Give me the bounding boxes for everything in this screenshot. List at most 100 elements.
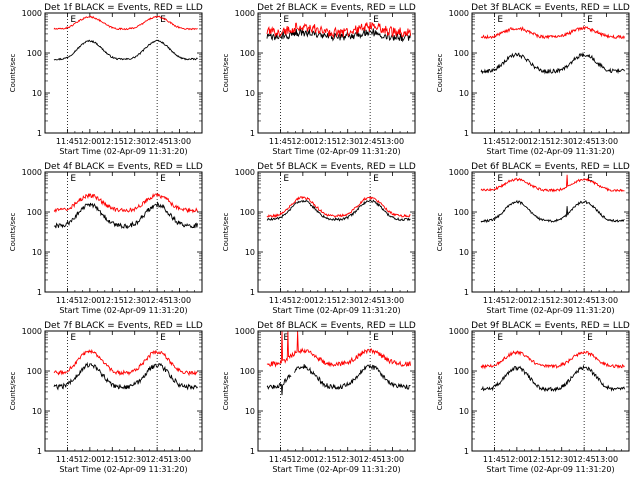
y-axis-label: Counts/sec — [436, 213, 444, 252]
x-tick-label: 12:15 — [528, 455, 551, 464]
series-events — [266, 364, 411, 396]
y-tick-label: 1 — [250, 129, 255, 138]
y-tick-label: 100 — [454, 208, 469, 217]
series-lld — [480, 350, 625, 370]
x-tick-label: 11:45 — [269, 137, 292, 146]
panel-det-5: Det 5f BLACK = Events, RED = LLD Counts/s… — [222, 162, 416, 315]
x-axis-label: Start Time (02-Apr-09 11:31:20) — [59, 306, 187, 315]
y-tick-label: 100 — [27, 367, 42, 376]
y-tick-label: 100 — [240, 208, 255, 217]
panel-det-2: Det 2f BLACK = Events, RED = LLD Counts/s… — [222, 3, 416, 156]
panel-det-4: Det 4f BLACK = Events, RED = LLD Counts/s… — [9, 162, 203, 315]
event-marker-label: E — [160, 174, 166, 184]
y-tick-label: 1000 — [235, 168, 255, 177]
y-tick-label: 1 — [37, 129, 42, 138]
series-lld — [480, 174, 625, 193]
panel-det-7: Det 7f BLACK = Events, RED = LLD Counts/s… — [9, 321, 203, 474]
y-tick-label: 10 — [245, 407, 255, 416]
x-tick-label: 12:00 — [291, 455, 314, 464]
y-tick-label: 1 — [464, 447, 469, 456]
panel-det-9: Det 9f BLACK = Events, RED = LLD Counts/s… — [436, 321, 630, 474]
x-tick-label: 12:15 — [101, 296, 124, 305]
plot-frame — [471, 171, 630, 293]
y-tick-label: 1 — [37, 288, 42, 297]
x-tick-label: 12:15 — [314, 137, 337, 146]
x-tick-label: 12:30 — [123, 296, 146, 305]
y-tick-label: 100 — [240, 367, 255, 376]
x-tick-label: 12:15 — [528, 296, 551, 305]
x-tick-label: 11:45 — [56, 296, 79, 305]
x-tick-label: 12:15 — [528, 137, 551, 146]
event-marker-label: E — [497, 15, 503, 25]
x-tick-label: 13:00 — [168, 455, 191, 464]
y-tick-label: 1000 — [22, 9, 42, 18]
y-tick-label: 10 — [459, 89, 469, 98]
series-events — [480, 199, 625, 224]
panel-title: Det 4f BLACK = Events, RED = LLD — [44, 162, 203, 172]
x-axis-label: Start Time (02-Apr-09 11:31:20) — [486, 306, 614, 315]
panel-title: Det 9f BLACK = Events, RED = LLD — [471, 321, 630, 331]
series-lld — [266, 196, 411, 218]
x-tick-label: 12:45 — [359, 137, 382, 146]
plot-frame — [257, 171, 416, 293]
event-marker-label: E — [497, 333, 503, 343]
y-tick-label: 1 — [250, 288, 255, 297]
panel-title: Det 7f BLACK = Events, RED = LLD — [44, 321, 203, 331]
series-events — [480, 52, 625, 75]
x-tick-label: 13:00 — [168, 137, 191, 146]
y-tick-label: 10 — [32, 89, 42, 98]
y-axis-label: Counts/sec — [436, 54, 444, 93]
series-events — [53, 201, 198, 230]
event-marker-label: E — [283, 174, 289, 184]
x-tick-label: 12:15 — [101, 137, 124, 146]
x-tick-label: 12:15 — [314, 296, 337, 305]
x-axis-label: Start Time (02-Apr-09 11:31:20) — [272, 465, 400, 474]
plot-frame — [471, 330, 630, 452]
panel-title: Det 8f BLACK = Events, RED = LLD — [257, 321, 416, 331]
x-tick-label: 13:00 — [595, 137, 618, 146]
event-marker-label: E — [160, 333, 166, 343]
plot-frame — [257, 12, 416, 134]
x-tick-label: 13:00 — [595, 296, 618, 305]
y-tick-label: 1000 — [22, 168, 42, 177]
event-marker-label: E — [587, 174, 593, 184]
x-tick-label: 12:45 — [573, 455, 596, 464]
x-tick-label: 12:00 — [291, 296, 314, 305]
x-axis-label: Start Time (02-Apr-09 11:31:20) — [59, 465, 187, 474]
y-tick-label: 1 — [250, 447, 255, 456]
y-tick-label: 1 — [464, 288, 469, 297]
event-marker-label: E — [70, 15, 76, 25]
x-tick-label: 12:15 — [314, 455, 337, 464]
x-tick-label: 12:45 — [573, 137, 596, 146]
x-tick-label: 12:45 — [146, 137, 169, 146]
x-tick-label: 12:45 — [359, 455, 382, 464]
x-tick-label: 11:45 — [56, 455, 79, 464]
y-tick-label: 10 — [459, 248, 469, 257]
x-tick-label: 12:00 — [505, 455, 528, 464]
plot-frame — [257, 330, 416, 452]
x-tick-label: 12:30 — [550, 296, 573, 305]
x-tick-label: 12:00 — [78, 455, 101, 464]
event-marker-label: E — [587, 15, 593, 25]
x-axis-label: Start Time (02-Apr-09 11:31:20) — [486, 465, 614, 474]
y-tick-label: 1000 — [449, 327, 469, 336]
y-tick-label: 10 — [459, 407, 469, 416]
panel-det-3: Det 3f BLACK = Events, RED = LLD Counts/s… — [436, 3, 630, 156]
y-axis-label: Counts/sec — [9, 54, 17, 93]
x-tick-label: 11:45 — [483, 137, 506, 146]
panel-det-8: Det 8f BLACK = Events, RED = LLD Counts/s… — [222, 321, 416, 474]
y-tick-label: 1000 — [449, 9, 469, 18]
x-tick-label: 11:45 — [56, 137, 79, 146]
x-tick-label: 12:15 — [101, 455, 124, 464]
x-tick-label: 11:45 — [483, 296, 506, 305]
x-tick-label: 12:45 — [359, 296, 382, 305]
event-marker-label: E — [373, 174, 379, 184]
event-marker-label: E — [283, 333, 289, 343]
panel-title: Det 5f BLACK = Events, RED = LLD — [257, 162, 416, 172]
x-tick-label: 12:00 — [505, 137, 528, 146]
x-tick-label: 12:30 — [123, 455, 146, 464]
x-axis-label: Start Time (02-Apr-09 11:31:20) — [272, 147, 400, 156]
plot-frame — [44, 12, 203, 134]
panel-title: Det 2f BLACK = Events, RED = LLD — [257, 3, 416, 13]
